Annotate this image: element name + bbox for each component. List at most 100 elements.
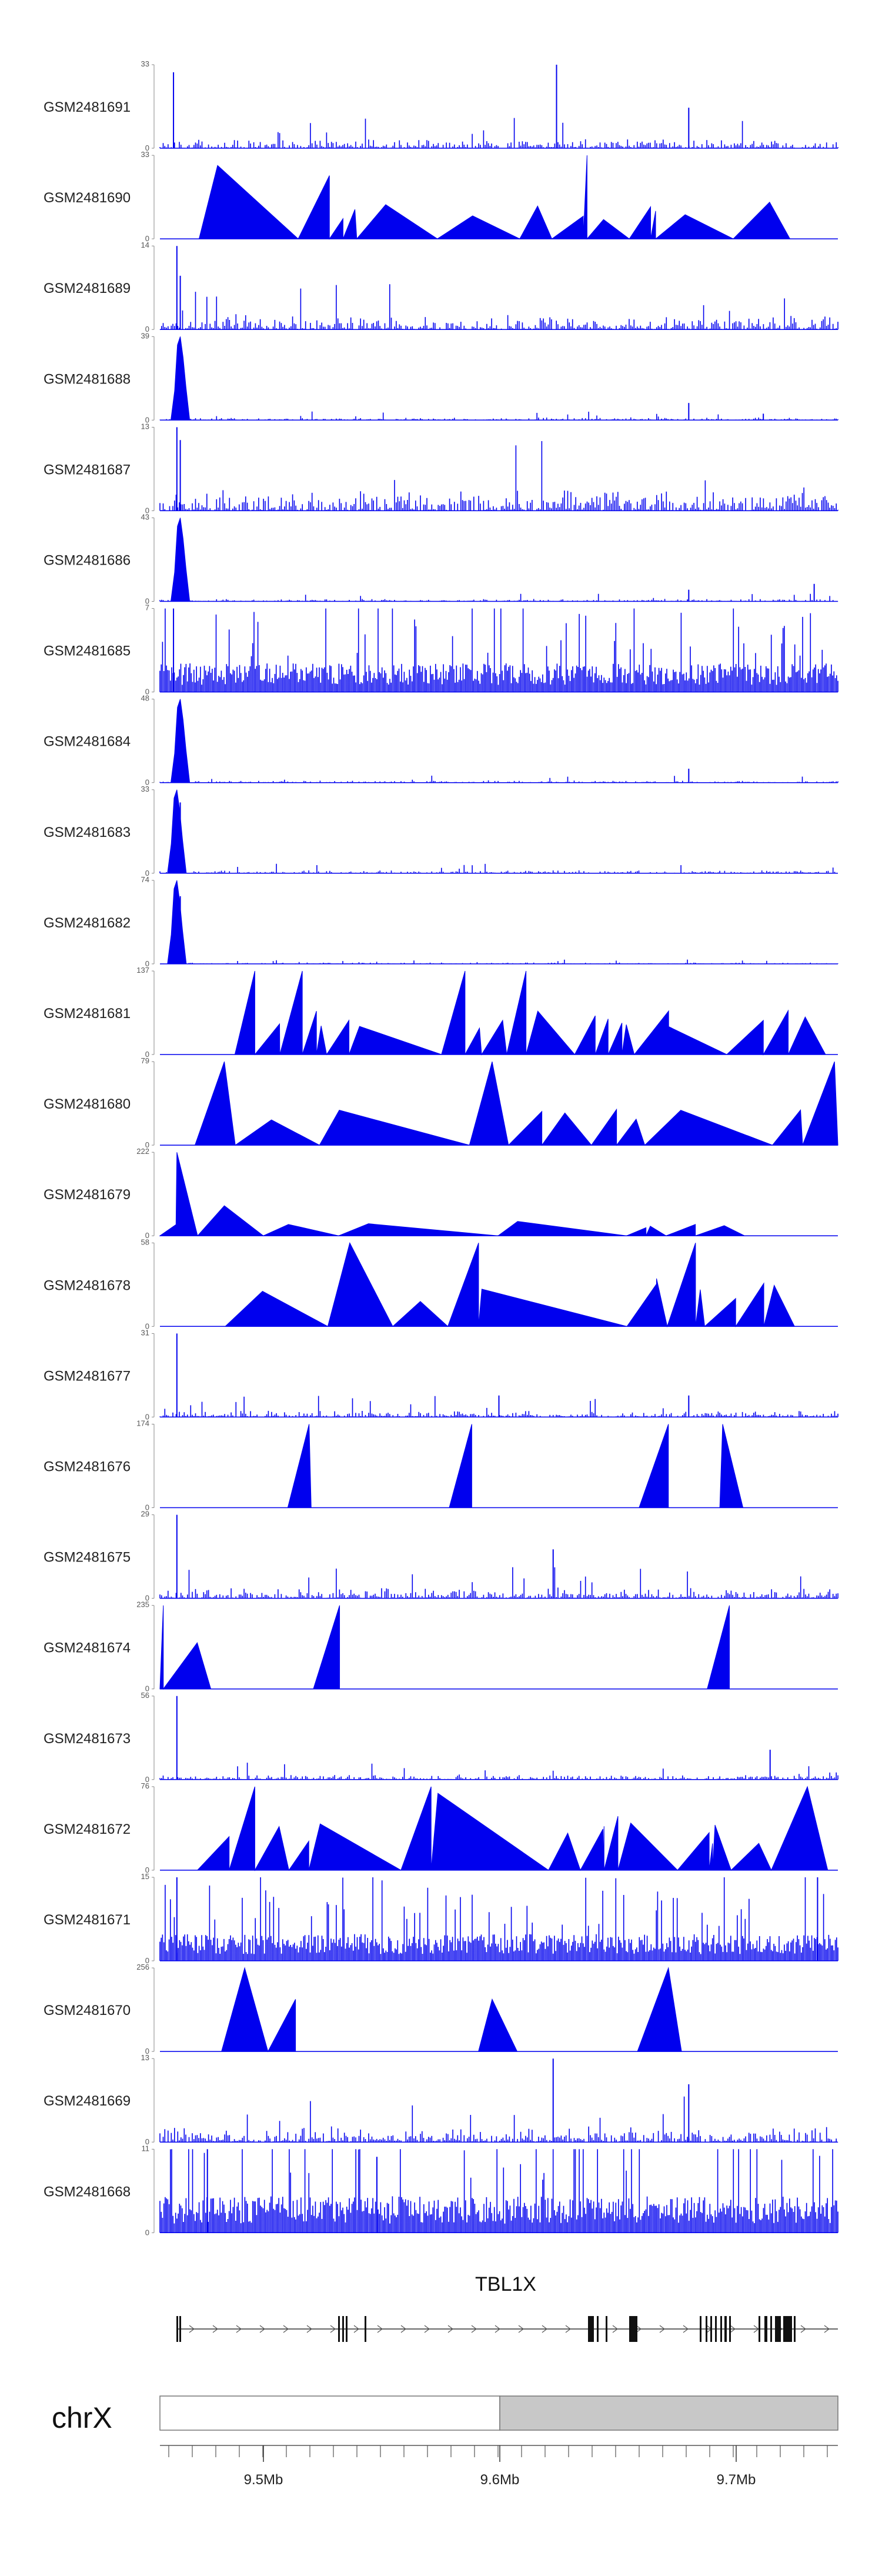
signal-bars [159,775,838,783]
y-min-label: 0 [145,959,149,968]
strand-arrow [612,2325,618,2333]
y-min-label: 0 [145,688,149,696]
y-max-label: 137 [136,966,149,975]
track-label: GSM2481680 [44,1096,131,1112]
x-tick-label: 9.5Mb [244,2472,283,2488]
y-max-label: 235 [136,1600,149,1609]
track-GSM2481689: GSM2481689 14 0 [44,241,838,333]
track-GSM2481688: GSM2481688 39 0 [44,331,838,424]
track-GSM2481683: GSM2481683 33 0 [44,785,838,877]
y-max-label: 79 [141,1056,149,1065]
signal-peak [171,518,191,602]
signal-area [160,1967,838,2053]
gene-exon [775,2316,781,2342]
signal-bars [159,1763,838,1780]
strand-arrow [447,2325,453,2333]
gene-exon [715,2316,717,2342]
strand-arrow [542,2325,547,2333]
signal-peak [167,789,187,874]
track-label: GSM2481677 [44,1368,131,1384]
y-max-label: 33 [141,59,149,68]
strand-arrow [424,2325,430,2333]
track-GSM2481671: GSM2481671 15 0 [44,1872,838,1965]
gene-exon [606,2316,607,2342]
gene-exon [729,2316,731,2342]
y-max-label: 33 [141,785,149,793]
signal-bars [159,1567,838,1599]
track-label: GSM2481691 [44,99,131,115]
track-GSM2481675: GSM2481675 29 0 [44,1510,838,1603]
track-label: GSM2481679 [44,1187,131,1203]
signal-area [159,1152,838,1237]
track-label: GSM2481678 [44,1277,131,1293]
signal-area [160,1786,838,1871]
strand-arrow [236,2325,242,2333]
track-GSM2481668: GSM2481668 11 0 [44,2144,838,2237]
gene-exon [365,2316,366,2342]
gene-exon [764,2316,767,2342]
y-min-label: 0 [145,778,149,787]
track-label: GSM2481668 [44,2184,131,2200]
y-min-label: 0 [145,1866,149,1874]
signal-area [160,970,838,1056]
gene-exon [794,2316,796,2342]
track-GSM2481670: GSM2481670 256 0 [44,1963,838,2056]
strand-arrow [683,2325,689,2333]
y-min-label: 0 [145,2137,149,2146]
strand-arrow [377,2325,383,2333]
strand-arrow [212,2325,218,2333]
track-label: GSM2481690 [44,190,131,206]
track-label: GSM2481687 [44,462,131,478]
y-max-label: 58 [141,1237,149,1246]
y-min-label: 0 [145,1775,149,1784]
track-GSM2481680: GSM2481680 79 0 [44,1056,838,1149]
y-max-label: 74 [141,875,149,884]
strand-arrow [565,2325,571,2333]
signal-area [160,1061,838,1146]
track-GSM2481682: GSM2481682 74 0 [44,875,838,968]
y-min-label: 0 [145,1231,149,1240]
chromosome-label: chrX [52,2401,112,2434]
ideogram-band [159,2395,500,2431]
signal-bars [159,1877,838,1961]
y-min-label: 0 [145,325,149,333]
y-max-label: 13 [141,422,149,431]
track-GSM2481691: GSM2481691 33 0 [44,59,838,152]
y-min-label: 0 [145,2047,149,2056]
y-min-label: 0 [145,1412,149,1421]
strand-arrow [824,2325,830,2333]
signal-area [160,1242,838,1328]
track-GSM2481686: GSM2481686 43 0 [44,513,838,606]
strand-arrow [259,2325,265,2333]
signal-area [159,1605,838,1690]
y-min-label: 0 [145,1322,149,1330]
gene-exon [700,2316,701,2342]
gene-exon [710,2316,712,2342]
track-label: GSM2481670 [44,2003,131,2018]
track-GSM2481669: GSM2481669 13 0 [44,2053,838,2146]
gene-exon [176,2316,178,2342]
y-max-label: 31 [141,1328,149,1337]
genome-axis: 9.5Mb 9.6Mb 9.7Mb [160,2445,838,2488]
y-max-label: 13 [141,2053,149,2062]
signal-bars [159,863,838,873]
gene-exon [783,2316,792,2342]
signal-peak [171,336,191,421]
gene-exon [629,2316,637,2342]
gene-track: TBL1X [176,2273,838,2342]
gene-label: TBL1X [475,2273,536,2295]
track-GSM2481678: GSM2481678 58 0 [44,1237,838,1330]
gene-exon [724,2316,727,2342]
strand-arrow [283,2325,289,2333]
track-label: GSM2481676 [44,1459,131,1475]
signal-bars [159,593,838,602]
track-GSM2481681: GSM2481681 137 0 [44,966,838,1059]
signal-bars [159,608,838,692]
y-min-label: 0 [145,1050,149,1059]
track-GSM2481674: GSM2481674 235 0 [44,1600,838,1693]
track-label: GSM2481672 [44,1821,131,1837]
strand-arrow [471,2325,477,2333]
track-GSM2481684: GSM2481684 48 0 [44,694,838,787]
signal-peak [167,880,187,965]
y-min-label: 0 [145,144,149,152]
